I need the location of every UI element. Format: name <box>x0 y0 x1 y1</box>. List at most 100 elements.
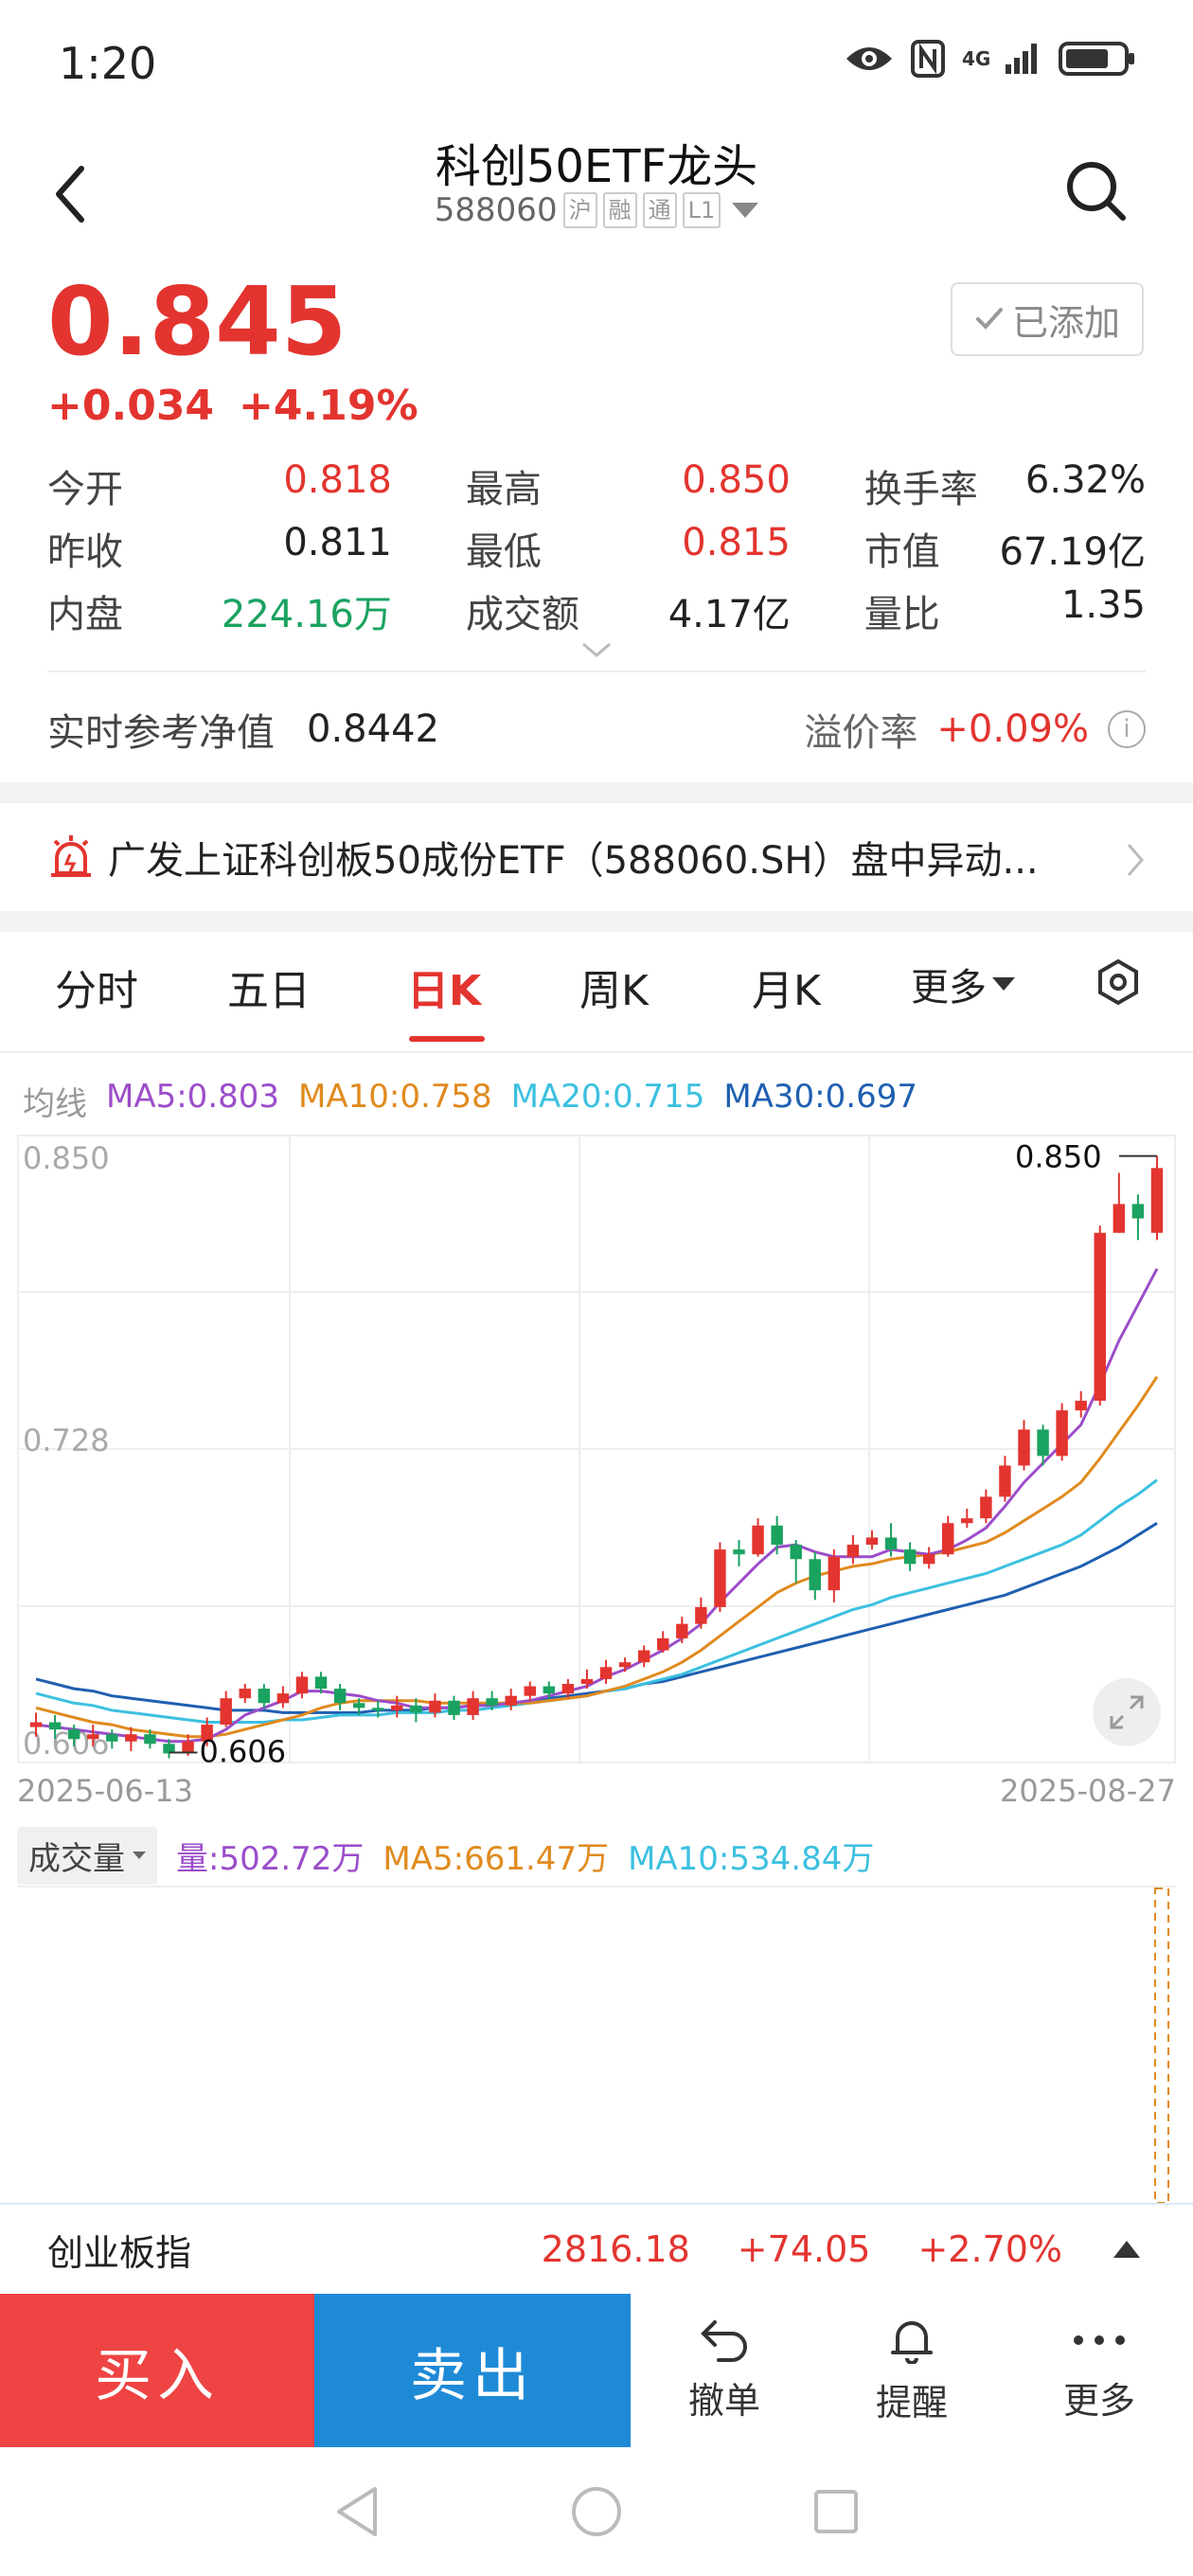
section-gap <box>0 782 1193 803</box>
ma-legend-title: 均线 <box>23 1085 87 1123</box>
current-price: 0.845 <box>47 266 347 377</box>
indicator-selector[interactable]: 成交量 <box>17 1826 157 1885</box>
eye-icon <box>846 47 892 70</box>
premium-label: 溢价率 <box>804 711 918 755</box>
security-code-row[interactable]: 588060 沪 融 通 L1 <box>0 191 1193 229</box>
candle-body <box>865 1537 879 1546</box>
fullscreen-button[interactable] <box>1093 1678 1161 1746</box>
volume-value: 量:502.72万 <box>176 1839 365 1878</box>
change-amount: +0.034 <box>47 382 215 430</box>
tag-margin: 融 <box>602 192 637 228</box>
stat-market-cap: 市值 67.19亿 <box>864 521 1146 576</box>
candle-body <box>809 1559 821 1591</box>
stat-value: 1.35 <box>1060 583 1146 627</box>
stat-label: 市值 <box>864 530 940 574</box>
candle-body <box>790 1545 802 1560</box>
tab-five-day[interactable]: 五日 <box>227 967 311 1015</box>
cancel-order-button[interactable]: 撤单 <box>631 2294 818 2447</box>
candle-body <box>599 1667 613 1679</box>
expand-up-icon[interactable] <box>1113 2241 1140 2258</box>
news-alert[interactable]: 广发上证科创板50成份ETF（588060.SH）盘中异动... <box>0 805 1193 909</box>
candle-body <box>391 1705 403 1710</box>
candle-body <box>828 1556 841 1591</box>
info-icon[interactable]: i <box>1108 710 1146 748</box>
stat-volume-ratio: 量比 1.35 <box>864 583 1146 638</box>
stat-label: 量比 <box>864 593 940 636</box>
more-label: 更多 <box>1062 2379 1135 2422</box>
quote-stats: 今开 0.818 最高 0.850 换手率 6.32% 昨收 0.811 最低 0.815… <box>47 455 1146 642</box>
candle-body <box>922 1554 935 1565</box>
volume-chart[interactable] <box>17 1885 1176 2203</box>
candle-body <box>505 1695 517 1706</box>
start-date: 2025-06-13 <box>17 1773 193 1809</box>
added-label: 已添加 <box>1011 301 1120 344</box>
system-navigation <box>0 2447 1193 2576</box>
volume-bar-latest <box>1154 1887 1169 2203</box>
buy-button[interactable]: 买入 <box>0 2294 314 2447</box>
search-button[interactable] <box>1062 157 1129 224</box>
indicator-selector-label: 成交量 <box>28 1839 125 1878</box>
tab-weekly-k[interactable]: 周K <box>579 967 649 1015</box>
nav-row: 实时参考净值 0.8442 溢价率 +0.09% i <box>47 691 1146 767</box>
more-button[interactable]: 更多 <box>1006 2294 1193 2447</box>
price-change: +0.034 +4.19% <box>47 382 443 430</box>
added-watchlist-button[interactable]: 已添加 <box>951 282 1144 356</box>
stats-row: 昨收 0.811 最低 0.815 市值 67.19亿 <box>47 517 1146 580</box>
news-text: 广发上证科创板50成份ETF（588060.SH）盘中异动... <box>108 839 1039 883</box>
candle-body <box>733 1549 745 1555</box>
caret-down-icon <box>133 1852 146 1859</box>
candle-body <box>999 1465 1011 1497</box>
tab-monthly-k[interactable]: 月K <box>752 967 821 1015</box>
expand-stats-icon[interactable] <box>579 640 614 661</box>
candle-body <box>714 1549 726 1607</box>
nav-recents-icon[interactable] <box>812 2488 860 2535</box>
stat-value: 0.815 <box>682 521 791 564</box>
ma5-line <box>35 1267 1159 1744</box>
index-change: +74.05 <box>737 2228 871 2270</box>
back-button[interactable] <box>47 161 95 227</box>
candle-body <box>295 1676 309 1694</box>
candle-body <box>961 1518 973 1524</box>
sell-button[interactable]: 卖出 <box>314 2294 631 2447</box>
tag-level: L1 <box>682 192 721 228</box>
premium-value: +0.09% <box>936 707 1089 751</box>
low-price-label: 0.606 <box>200 1734 287 1763</box>
volume-ma5: MA5:661.47万 <box>383 1839 610 1878</box>
nav-back-icon[interactable] <box>333 2485 381 2538</box>
candle-body <box>561 1684 575 1694</box>
section-gap <box>0 911 1193 932</box>
stats-row: 内盘 224.16万 成交额 4.17亿 量比 1.35 <box>47 580 1146 642</box>
tag-connect: 通 <box>642 192 677 228</box>
tab-more[interactable]: 更多 <box>911 957 1015 1011</box>
candle-body <box>372 1708 384 1710</box>
tab-intraday[interactable]: 分时 <box>55 967 138 1015</box>
nav-home-icon[interactable] <box>570 2485 623 2538</box>
candle-body <box>352 1703 365 1708</box>
volume-legend: 成交量 量:502.72万 MA5:661.47万 MA10:534.84万 <box>17 1826 874 1885</box>
status-time: 1:20 <box>59 38 157 89</box>
candle-body <box>1056 1410 1068 1457</box>
alarm-icon <box>51 835 91 877</box>
candle-body <box>448 1700 460 1715</box>
index-ticker[interactable]: 创业板指 2816.18 +74.05 +2.70% <box>0 2203 1193 2294</box>
alert-button[interactable]: 提醒 <box>818 2294 1006 2447</box>
stat-turnover-amount: 成交额 4.17亿 <box>466 583 791 638</box>
ma20-label: MA20:0.715 <box>510 1078 705 1116</box>
tab-daily-k[interactable]: 日K <box>407 967 482 1015</box>
high-price-label: 0.850 <box>1015 1139 1102 1175</box>
stat-value: 6.32% <box>1024 458 1146 502</box>
settings-icon[interactable] <box>1095 958 1142 1006</box>
stat-high: 最高 0.850 <box>466 458 791 513</box>
candle-body <box>1094 1232 1106 1402</box>
ma-legend: 均线 MA5:0.803 MA10:0.758 MA20:0.715 MA30:… <box>23 1078 917 1124</box>
candle-body <box>486 1698 498 1706</box>
candle-body <box>106 1734 118 1742</box>
search-icon <box>1067 162 1126 221</box>
tab-more-label: 更多 <box>911 966 987 1010</box>
candle-body <box>637 1650 650 1663</box>
candle-body <box>144 1734 156 1744</box>
nav-label: 实时参考净值 <box>47 711 275 755</box>
security-code: 588060 <box>434 191 558 229</box>
candle-body <box>884 1537 898 1550</box>
